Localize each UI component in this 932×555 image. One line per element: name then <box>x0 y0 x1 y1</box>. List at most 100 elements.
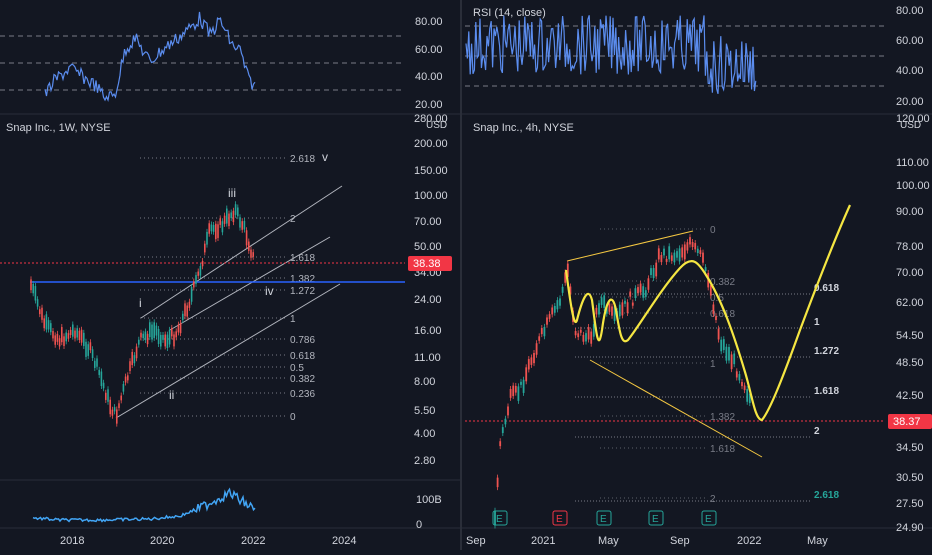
candle-body <box>642 286 645 298</box>
right-rsi-tick: 80.00 <box>896 5 924 17</box>
candle-body <box>722 339 725 351</box>
candle-body <box>124 376 127 383</box>
candle-body <box>676 251 678 258</box>
candle-body <box>530 357 533 365</box>
candle-body <box>618 304 621 317</box>
candle-body <box>215 223 217 240</box>
candle-body <box>56 333 59 342</box>
candle-body <box>186 305 188 317</box>
left-fib-label: 0.618 <box>290 351 315 362</box>
candle-body <box>142 333 144 339</box>
candle-body <box>501 427 504 434</box>
candle-body <box>237 207 239 217</box>
candle-body <box>248 241 250 251</box>
candle-body <box>58 338 61 347</box>
candle-body <box>47 320 50 330</box>
right-rsi-pane[interactable]: RSI (14, close) 80.00 60.00 40.00 20.00 <box>465 5 924 108</box>
left-volume-pane[interactable]: 100B 0 <box>32 487 442 531</box>
candle-body <box>113 407 116 412</box>
left-rsi-tick: 40.00 <box>415 71 443 83</box>
candle-body <box>153 322 155 338</box>
left-price-tick: 200.00 <box>414 138 448 150</box>
candle-body <box>624 300 626 304</box>
right-price-pane[interactable]: Snap Inc., 4h, NYSE USD 120.00110.00100.… <box>465 113 932 534</box>
candle-body <box>171 327 173 337</box>
candle-body <box>219 218 221 225</box>
right-price-badge <box>888 414 932 429</box>
left-price-axis[interactable]: 280.00200.00150.00100.0070.0050.0034.002… <box>414 113 448 467</box>
right-fib-levels: 0 0.382 0.5 0.618 1 1.382 1.618 2 0.618 1 1.272 1.6… <box>575 225 839 505</box>
candle-body <box>673 252 676 263</box>
left-volume-tick: 100B <box>416 494 442 506</box>
right-rsi-line <box>465 15 757 95</box>
candle-body <box>637 287 639 294</box>
candle-body <box>166 334 169 349</box>
candle-body <box>173 334 175 347</box>
candle-body <box>590 331 593 344</box>
candle-body <box>629 291 632 297</box>
candle-body <box>107 389 109 402</box>
left-fib-label: 1.618 <box>290 253 315 264</box>
candle-body <box>663 248 665 256</box>
candle-body <box>712 304 715 314</box>
candle-body <box>43 318 45 329</box>
candle-body <box>78 330 81 341</box>
right-time-axis[interactable]: Sep 2021 May Sep 2022 May <box>466 535 828 547</box>
earnings-marker[interactable] <box>596 510 612 526</box>
right-price-tick: 78.00 <box>896 241 924 253</box>
earnings-marker[interactable] <box>492 510 508 526</box>
left-fib-label: 0.382 <box>290 374 315 385</box>
candle-body <box>111 409 114 416</box>
right-price-axis[interactable]: 120.00 110.00 100.00 90.00 78.00 70.00 62.00 54… <box>896 113 930 534</box>
candle-body <box>206 231 208 245</box>
candle-body <box>157 328 160 344</box>
candle-body <box>683 244 686 260</box>
candle-body <box>243 220 246 230</box>
candle-body <box>164 334 166 347</box>
candle-body <box>585 333 587 342</box>
left-candles <box>30 201 254 427</box>
left-time-tick: 2022 <box>241 535 265 547</box>
candle-body <box>650 268 652 276</box>
candle-body <box>657 248 660 260</box>
left-price-tick: 5.50 <box>414 405 435 417</box>
candle-body <box>149 322 151 338</box>
earnings-marker[interactable] <box>648 510 664 526</box>
left-price-pane[interactable]: Snap Inc., 1W, NYSE USD 280.00200.00150.… <box>0 113 452 467</box>
right-price-tick: 120.00 <box>896 113 930 125</box>
right-fib-label-lower: 1.272 <box>814 346 839 357</box>
candle-body <box>507 406 509 416</box>
candle-body <box>228 213 230 227</box>
candle-body <box>665 258 668 262</box>
earnings-marker-label: E <box>496 514 503 525</box>
earnings-marker[interactable] <box>552 510 568 526</box>
candle-body <box>162 334 164 340</box>
left-time-axis[interactable]: 2018 2020 2022 2024 <box>60 535 356 547</box>
earnings-markers[interactable]: E E E E E <box>492 510 717 526</box>
candle-body <box>98 369 100 375</box>
candle-body <box>52 331 54 339</box>
left-time-tick: 2024 <box>332 535 356 547</box>
right-fib-label-upper: 2 <box>710 494 716 505</box>
right-price-tick: 110.00 <box>896 157 929 169</box>
earnings-marker-label: E <box>556 514 563 525</box>
candle-body <box>210 224 213 232</box>
candle-body <box>34 285 37 301</box>
right-currency-label: USD <box>900 120 921 131</box>
right-price-tick: 70.00 <box>896 267 924 279</box>
candle-body <box>704 267 707 272</box>
candle-body <box>80 329 83 343</box>
earnings-marker[interactable] <box>701 510 717 526</box>
candle-body <box>696 248 699 254</box>
left-price-tick: 16.00 <box>414 325 442 337</box>
candle-body <box>611 306 613 316</box>
left-price-tick: 8.00 <box>414 376 435 388</box>
candle-body <box>694 243 697 250</box>
candle-body <box>179 323 182 334</box>
candle-body <box>188 301 191 308</box>
candle-body <box>494 510 496 526</box>
candle-body <box>245 230 248 246</box>
left-rsi-pane[interactable]: 80.00 60.00 40.00 20.00 <box>0 11 443 111</box>
candle-body <box>592 324 595 337</box>
